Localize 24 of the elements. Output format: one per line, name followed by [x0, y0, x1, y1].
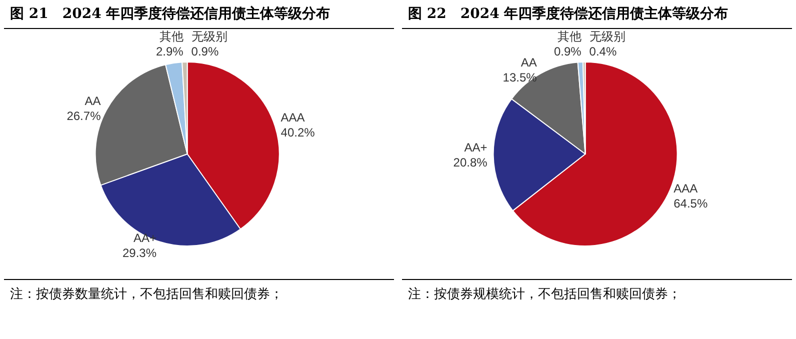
- slice-label: AA+: [464, 140, 488, 155]
- slice-label: 无级别: [589, 30, 626, 44]
- slice-label: 无级别: [191, 30, 228, 44]
- slice-label: 其他: [159, 30, 184, 44]
- data-label: 13.5%: [502, 70, 538, 84]
- slice-label: AAA: [280, 110, 305, 124]
- data-label: 2.9%: [156, 44, 184, 58]
- data-label: 20.8%: [453, 156, 488, 170]
- data-label: 40.2%: [280, 125, 316, 140]
- slice-label: AAA: [674, 182, 698, 196]
- data-label: 0.9%: [554, 44, 582, 58]
- text: 注：按债券规模统计，不包括回售和赎回债券；: [408, 286, 682, 304]
- slice-label: AA+: [133, 231, 156, 246]
- slice-label: 其他: [557, 30, 582, 44]
- chart-title: 图 21 2024 年四季度待偿还信用债主体等级分布: [4, 0, 394, 29]
- data-label: 29.3%: [122, 246, 157, 260]
- text: 注：按债券数量统计，不包括回售和赎回债券；: [10, 286, 284, 304]
- data-label: 26.7%: [66, 109, 102, 124]
- slice-label: AA: [84, 94, 101, 108]
- slice-label: AA: [520, 55, 537, 70]
- data-label: 0.9%: [191, 44, 219, 58]
- data-label: 64.5%: [674, 196, 708, 211]
- data-label: 0.4%: [589, 44, 617, 58]
- chart-title: 图 22 2024 年四季度待偿还信用债主体等级分布: [402, 0, 792, 29]
